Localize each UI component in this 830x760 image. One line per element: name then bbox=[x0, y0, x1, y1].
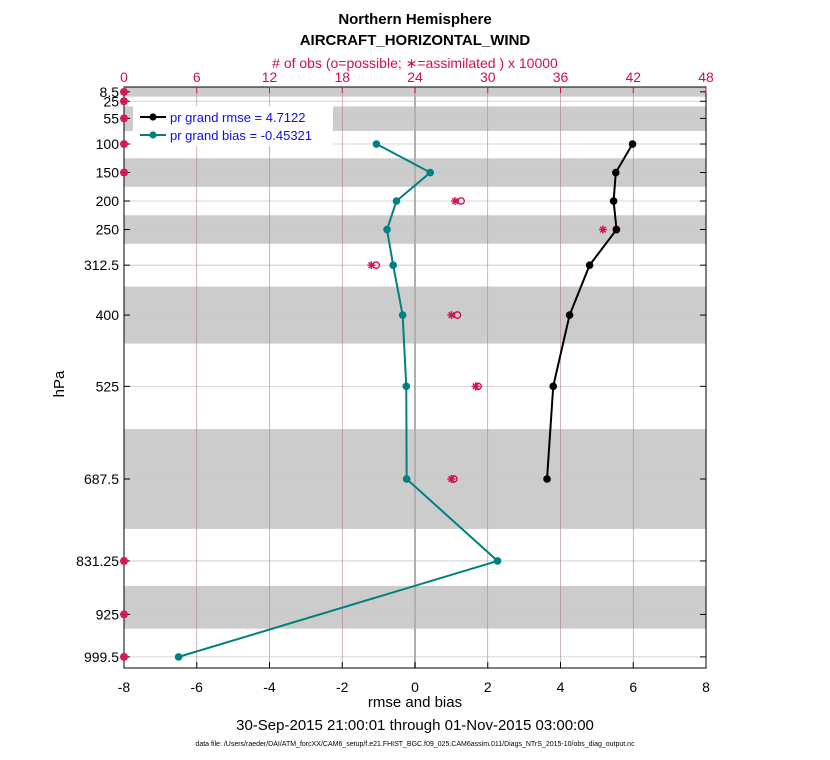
bias-point bbox=[402, 382, 411, 391]
y-tick-label: 831.25 bbox=[76, 553, 119, 569]
obs-tick-label: 36 bbox=[553, 69, 569, 85]
obs-assimilated-marker bbox=[120, 97, 128, 106]
obs-assimilated-marker bbox=[451, 197, 460, 206]
rmse-point bbox=[611, 168, 620, 177]
x-tick-label: 6 bbox=[629, 679, 637, 695]
chart-title: Northern Hemisphere bbox=[338, 11, 491, 28]
top-axis-label: # of obs (o=possible; ∗=assimilated ) x … bbox=[272, 55, 558, 71]
legend-bias-label: pr grand bias = -0.45321 bbox=[170, 128, 312, 143]
grid-lines bbox=[124, 87, 706, 668]
y-tick-label: 55 bbox=[103, 110, 119, 126]
bias-point bbox=[402, 475, 411, 483]
obs-assimilated-marker bbox=[120, 652, 128, 661]
rmse-point bbox=[549, 382, 558, 391]
obs-tick-label: 30 bbox=[480, 69, 496, 85]
obs-assimilated-marker bbox=[447, 474, 456, 483]
bias-point bbox=[383, 225, 391, 234]
y-tick-label: 8.5 bbox=[100, 84, 120, 100]
obs-assimilated-marker bbox=[120, 610, 128, 619]
obs-tick-label: 42 bbox=[625, 69, 641, 85]
date-range: 30-Sep-2015 21:00:01 through 01-Nov-2015… bbox=[236, 717, 594, 734]
obs-assimilated-marker bbox=[367, 261, 376, 270]
rmse-point bbox=[628, 140, 637, 148]
x-tick-label: -6 bbox=[191, 679, 204, 695]
x-tick-label: 2 bbox=[484, 679, 492, 695]
obs-assimilated-marker bbox=[120, 556, 128, 565]
x-tick-label: -2 bbox=[336, 679, 349, 695]
y-tick-label: 150 bbox=[96, 165, 120, 181]
data-file-path: data file: /Users/raeder/DAI/ATM_forcXX/… bbox=[195, 741, 635, 748]
obs-tick-label: 12 bbox=[262, 69, 278, 85]
x-tick-label: 4 bbox=[557, 679, 565, 695]
obs-assimilated-marker bbox=[120, 114, 128, 123]
x-tick-label: -4 bbox=[263, 679, 276, 695]
rmse-point bbox=[543, 475, 551, 483]
bias-point bbox=[392, 197, 401, 205]
rmse-point bbox=[585, 261, 594, 269]
bias-point bbox=[389, 261, 397, 269]
x-tick-label: 0 bbox=[411, 679, 419, 695]
obs-assimilated-marker bbox=[471, 382, 480, 391]
rmse-point bbox=[612, 225, 621, 234]
bias-point bbox=[493, 557, 502, 565]
obs-assimilated-marker bbox=[120, 140, 128, 149]
obs-tick-label: 0 bbox=[120, 69, 128, 85]
y-axis-label: hPa bbox=[51, 370, 68, 397]
y-tick-label: 687.5 bbox=[84, 471, 119, 487]
x-tick-label: 8 bbox=[702, 679, 710, 695]
rmse-point bbox=[609, 197, 618, 205]
rmse-line bbox=[546, 143, 634, 480]
rmse-point bbox=[565, 311, 574, 319]
bias-point bbox=[174, 653, 183, 661]
obs-tick-label: 18 bbox=[334, 69, 350, 85]
y-tick-label: 525 bbox=[96, 378, 120, 394]
bias-point bbox=[372, 140, 381, 148]
legend-box bbox=[133, 106, 333, 146]
obs-assimilated-marker bbox=[447, 311, 456, 320]
y-tick-label: 400 bbox=[96, 307, 120, 323]
y-tick-label: 200 bbox=[96, 193, 120, 209]
bias-point bbox=[398, 311, 407, 319]
y-tick-label: 250 bbox=[96, 222, 120, 238]
obs-assimilated-marker bbox=[120, 168, 128, 177]
legend-rmse-marker bbox=[149, 113, 157, 121]
y-tick-label: 999.5 bbox=[84, 649, 119, 665]
obs-assimilated-marker bbox=[120, 87, 128, 96]
legend-rmse-label: pr grand rmse = 4.7122 bbox=[170, 110, 306, 125]
obs-tick-label: 48 bbox=[698, 69, 714, 85]
data-series bbox=[174, 140, 637, 661]
legend: pr grand rmse = 4.7122 pr grand bias = -… bbox=[133, 106, 333, 146]
y-tick-label: 100 bbox=[96, 136, 120, 152]
legend-bias-marker bbox=[149, 131, 157, 139]
x-tick-label: -8 bbox=[118, 679, 131, 695]
y-tick-label: 925 bbox=[96, 606, 120, 622]
obs-assimilated-marker bbox=[598, 225, 607, 234]
obs-tick-label: 24 bbox=[407, 69, 423, 85]
x-axis-label: rmse and bias bbox=[368, 694, 462, 711]
chart-subtitle: AIRCRAFT_HORIZONTAL_WIND bbox=[300, 32, 531, 49]
bias-point bbox=[426, 168, 435, 177]
bias-line bbox=[178, 143, 500, 658]
y-tick-label: 312.5 bbox=[84, 257, 119, 273]
obs-tick-label: 6 bbox=[193, 69, 201, 85]
tick-labels: -8 -6 -4 -2 0 2 4 6 80 6 12 18 24 30 36 42 488.525551001… bbox=[76, 69, 714, 695]
y-tick-label: 25 bbox=[103, 93, 119, 109]
